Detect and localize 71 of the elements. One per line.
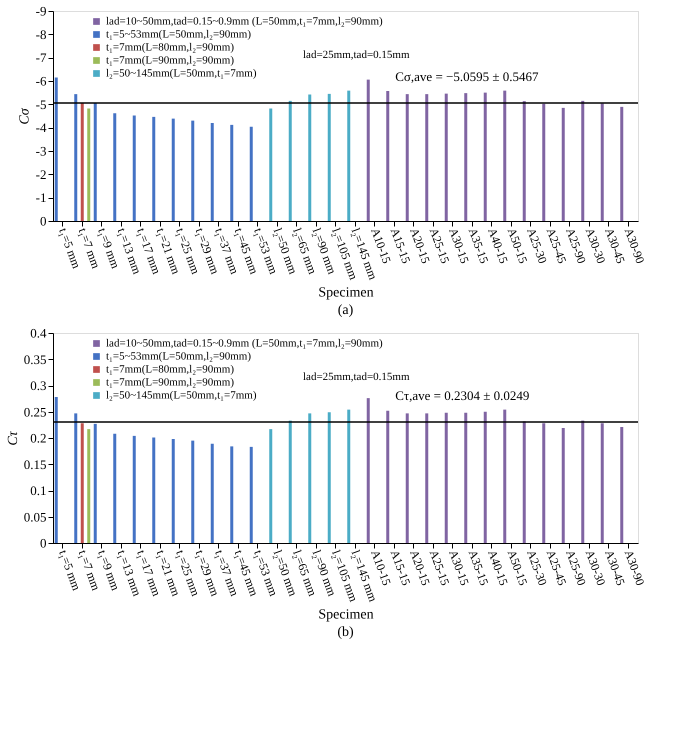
y-axis-title: Cσ: [18, 107, 33, 125]
ref-line-label: Cτ,ave = 0.2304 ± 0.0249: [395, 388, 530, 404]
bar: [484, 412, 487, 543]
y-tick-label: -9: [36, 4, 46, 18]
bar: [172, 439, 175, 543]
y-axis-title: Cτ: [6, 430, 21, 446]
y-tick-label: -5: [36, 96, 46, 112]
bar: [522, 421, 526, 543]
y-tick-label: 0: [40, 536, 46, 550]
text: (a): [338, 302, 354, 318]
y-tick-label: -7: [36, 50, 47, 66]
bar: [230, 446, 234, 543]
legend-label: lad=10~50mm,tad=0.15~0.9mm (L=50mm,t₁=7mm,l₂=90mm): [106, 338, 384, 350]
legend-label: l₂=50~145mm(L=50mm,t₁=7mm): [106, 390, 257, 402]
legend-label: lad=10~50mm,tad=0.15~0.9mm (L=50mm,t₁=7mm,l₂=90mm): [106, 16, 384, 28]
bar: [347, 410, 350, 543]
bar: [600, 423, 604, 543]
bar: [250, 446, 253, 543]
bar: [94, 424, 97, 543]
legend-label: t₁=7mm(L=80mm,l₂=90mm): [106, 42, 234, 54]
y-tick-label: 0.35: [24, 352, 46, 367]
text: (b): [337, 624, 354, 640]
y-tick-label: 0.05: [24, 509, 46, 524]
bar: [464, 412, 468, 543]
bar: [386, 410, 390, 543]
bar: [269, 429, 272, 543]
y-tick-label: 0: [40, 214, 46, 228]
y-tick-label: -8: [36, 26, 46, 42]
bar: [542, 423, 546, 543]
y-tick-label: 0.2: [30, 430, 46, 446]
bar: [74, 413, 78, 543]
y-tick-label: 0.15: [24, 456, 46, 472]
ref-line-label: Cσ,ave = −5.0595 ± 0.5467: [395, 68, 539, 84]
bar: [87, 429, 90, 543]
legend-label: t₁=5~53mm(L=50mm,l₂=90mm): [106, 350, 252, 362]
legend-label: l₂=50~145mm(L=50mm,t₁=7mm): [106, 68, 257, 80]
bar: [288, 420, 292, 543]
bar: [425, 413, 428, 543]
legend-label: t₁=7mm(L=90mm,l₂=90mm): [106, 54, 234, 66]
y-tick-label: -6: [36, 74, 47, 88]
bar: [503, 410, 506, 543]
x-axis-title: Specimen: [318, 285, 374, 300]
bar: [191, 440, 194, 543]
y-tick-label: 0.25: [24, 404, 46, 420]
bar: [210, 444, 214, 543]
y-tick-label: 0.3: [30, 378, 46, 393]
legend-label: t₁=5~53mm(L=50mm,l₂=90mm): [106, 28, 252, 40]
y-tick-label: 0.1: [30, 483, 46, 498]
bar: [366, 398, 370, 543]
legend-label: t₁=7mm(L=90mm,l₂=90mm): [106, 376, 234, 388]
bar: [80, 423, 84, 543]
x-axis-title: Specimen: [318, 607, 374, 622]
y-tick-label: -3: [36, 144, 46, 158]
bar: [308, 413, 312, 543]
bar: [581, 420, 584, 543]
annotation: lad=25mm,tad=0.15mm: [303, 49, 410, 61]
bar: [54, 397, 58, 543]
bar: [406, 413, 409, 543]
y-tick-label: -4: [36, 120, 47, 136]
bar: [113, 434, 116, 543]
bar: [562, 428, 565, 543]
y-tick-label: -2: [36, 166, 46, 182]
y-tick-label: -1: [36, 190, 46, 206]
y-tick-label: 0.4: [30, 326, 47, 340]
legend-label: t₁=7mm(L=80mm,l₂=90mm): [106, 364, 234, 376]
bar: [444, 412, 448, 543]
bar: [620, 426, 624, 543]
bar: [132, 436, 136, 543]
annotation: lad=25mm,tad=0.15mm: [303, 371, 410, 383]
bar: [328, 412, 331, 543]
bar: [152, 437, 156, 543]
